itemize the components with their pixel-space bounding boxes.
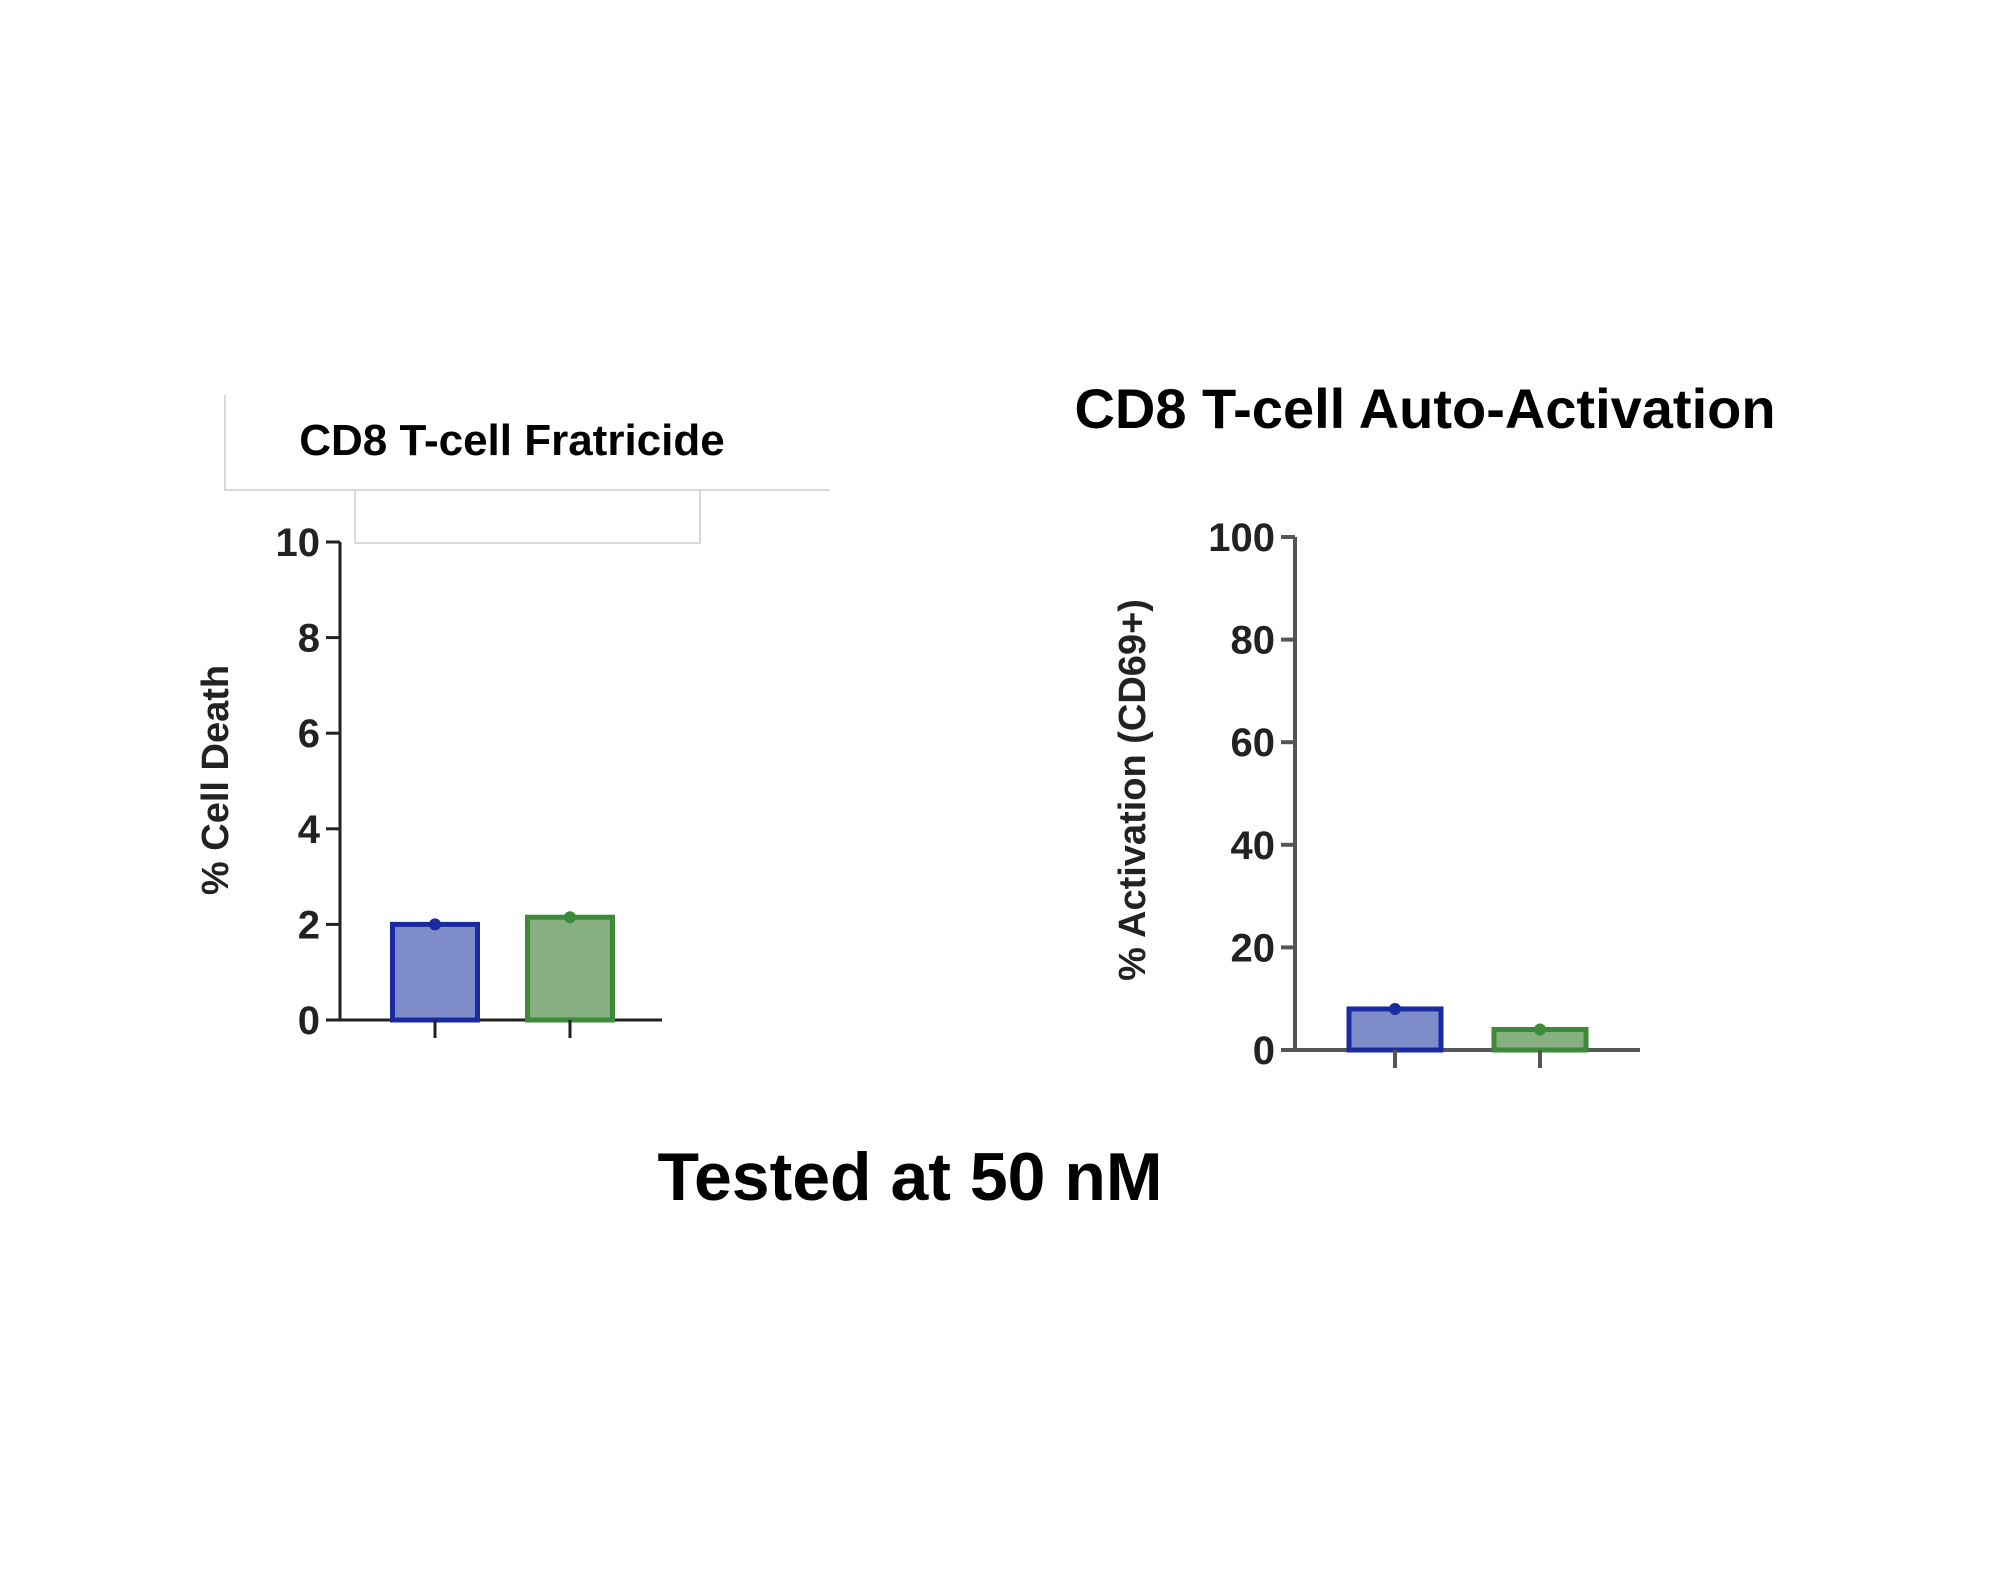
y-tick-label: 2 [298, 903, 320, 947]
y-axis-label: % Activation (CD69+) [1112, 599, 1154, 981]
y-tick-label: 40 [1231, 824, 1276, 868]
chart1-cell-death: 0 2 4 6 8 10 % Cell Death [195, 521, 662, 1043]
y-axis-label: % Cell Death [195, 665, 237, 895]
y-tick-label: 0 [298, 999, 320, 1043]
y-tick-label: 6 [298, 712, 320, 756]
y-tick-label: 60 [1231, 721, 1276, 765]
chart2-auto-activation: 0 20 40 60 80 100 % Activation (CD69+) [1112, 516, 1640, 1073]
y-tick-label: 4 [298, 808, 321, 852]
chart1-title-frame [224, 395, 830, 544]
bar [1346, 1006, 1444, 1053]
y-tick-label: 20 [1231, 926, 1276, 970]
y-tick-label: 80 [1231, 619, 1276, 663]
bar [390, 921, 480, 1023]
bar [525, 914, 615, 1023]
data-point [1389, 1002, 1401, 1015]
data-point [564, 911, 576, 924]
y-tick-label: 0 [1253, 1029, 1275, 1073]
data-point [1534, 1023, 1546, 1036]
y-tick-label: 10 [276, 521, 321, 565]
chart1-title: CD8 T-cell Fratricide [299, 416, 724, 465]
chart2-title: CD8 T-cell Auto-Activation [1074, 377, 1775, 440]
data-point [429, 918, 441, 931]
y-tick-label: 8 [298, 617, 320, 661]
figure-caption: Tested at 50 nM [657, 1139, 1162, 1215]
y-tick-label: 100 [1208, 516, 1275, 560]
